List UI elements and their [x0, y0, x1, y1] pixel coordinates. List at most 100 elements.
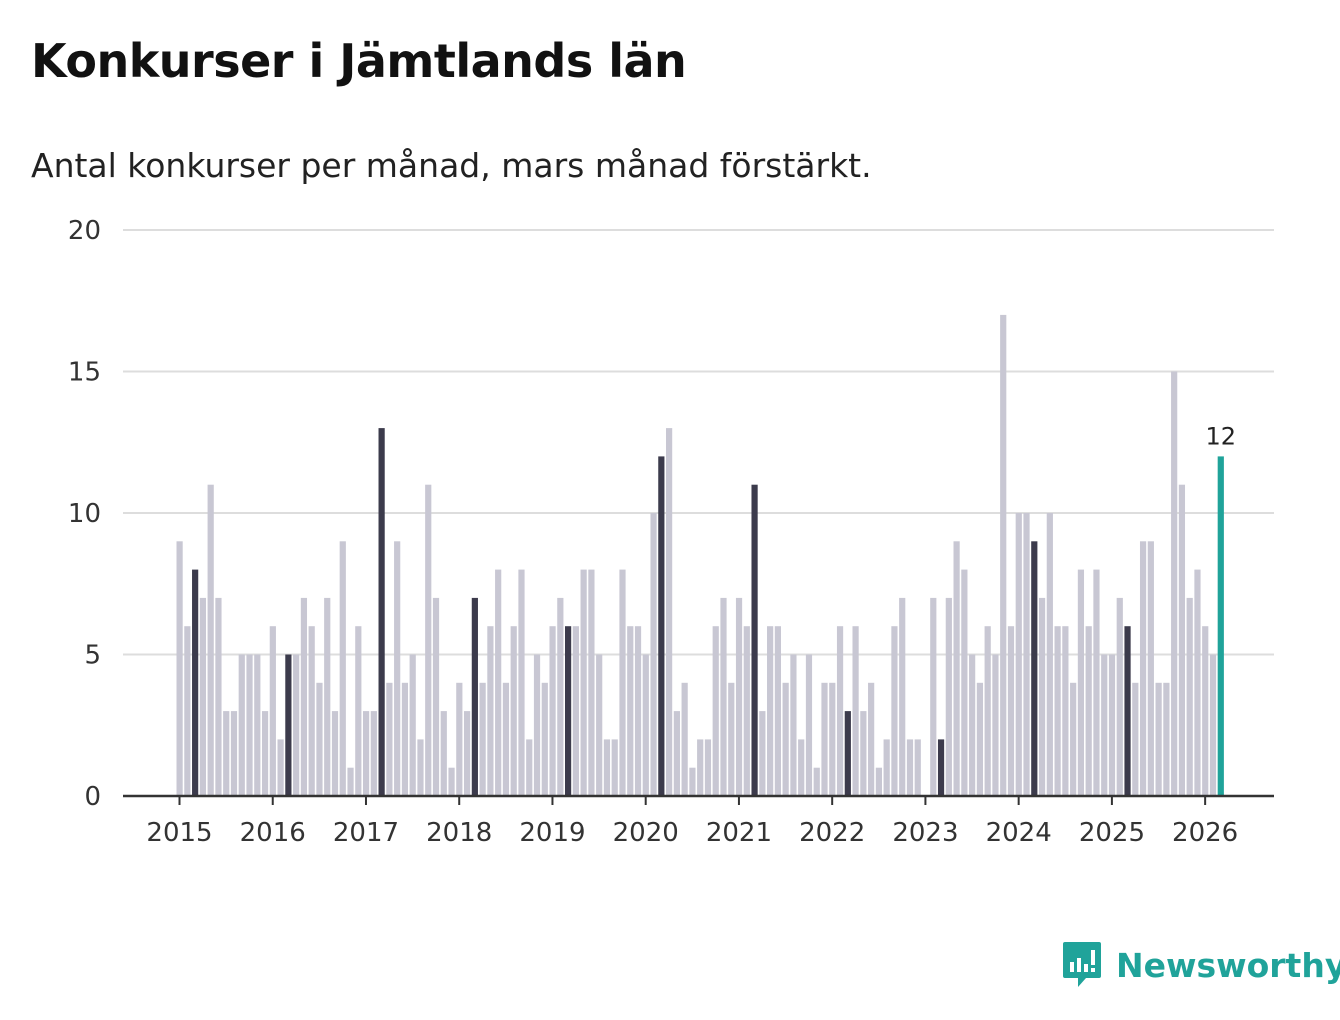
x-tick-label: 2018: [426, 818, 492, 848]
bar: [1000, 314, 1007, 796]
bar: [704, 739, 712, 796]
latest-value-label: 12: [1206, 422, 1237, 450]
x-tick-label: 2025: [1079, 818, 1145, 848]
bar: [347, 767, 354, 796]
bar: [1147, 541, 1154, 796]
x-tick-label: 2021: [706, 818, 772, 848]
bar: [526, 739, 533, 796]
bar: [1015, 513, 1022, 796]
bar: [1194, 569, 1201, 796]
bar: [230, 711, 238, 796]
bar: [1132, 682, 1139, 796]
bar: [246, 654, 253, 796]
bar: [1178, 484, 1186, 796]
bar: [432, 597, 440, 796]
brand-name: Newsworthy: [1116, 945, 1340, 985]
bar: [1038, 597, 1046, 796]
bar: [860, 711, 867, 796]
bar: [681, 682, 688, 796]
bar: [355, 626, 362, 796]
bar: [285, 654, 292, 796]
newsworthy-logo-icon: [1063, 942, 1101, 987]
bar: [316, 682, 323, 796]
bar: [324, 597, 331, 796]
bar: [394, 541, 401, 796]
x-tick-label: 2024: [986, 818, 1052, 848]
bar: [1124, 626, 1131, 796]
bar: [409, 654, 416, 796]
bar: [720, 597, 727, 796]
bar: [1007, 626, 1015, 796]
bar: [254, 654, 261, 796]
bar: [969, 654, 976, 796]
bar: [479, 682, 486, 796]
newsworthy-logo[interactable]: Newsworthy: [1062, 940, 1340, 990]
bar: [401, 682, 409, 796]
bar: [937, 739, 945, 796]
bar: [269, 626, 276, 796]
bar: [782, 682, 789, 796]
data-labels: 12: [1206, 422, 1237, 450]
bar: [293, 654, 300, 796]
bar: [370, 711, 377, 796]
bar: [945, 597, 952, 796]
bar: [502, 682, 510, 796]
bar: [883, 739, 890, 796]
bar: [1085, 626, 1092, 796]
bar: [456, 682, 463, 796]
bar: [852, 626, 859, 796]
bar: [510, 626, 517, 796]
x-tick-label: 2023: [892, 818, 958, 848]
bar: [627, 626, 634, 796]
x-tick-label: 2026: [1172, 818, 1238, 848]
bar: [331, 711, 339, 796]
bar: [992, 654, 999, 796]
bar: [899, 597, 906, 796]
bar: [1101, 654, 1108, 796]
y-tick-label: 10: [68, 499, 101, 529]
bar: [199, 597, 207, 796]
bar: [650, 513, 657, 796]
bar: [176, 541, 183, 796]
bar: [619, 569, 626, 796]
bar: [743, 626, 750, 796]
bar: [813, 767, 820, 796]
bar: [378, 428, 385, 796]
bar: [712, 626, 719, 796]
x-tick-label: 2022: [799, 818, 865, 848]
bar: [448, 767, 455, 796]
bar: [596, 654, 603, 796]
bar: [728, 682, 735, 796]
bar: [798, 739, 805, 796]
bar: [471, 597, 478, 796]
bar: [533, 654, 541, 796]
bar: [1209, 654, 1217, 796]
bar: [463, 711, 471, 796]
bar: [223, 711, 230, 796]
y-tick-label: 15: [68, 358, 101, 388]
bar: [658, 456, 665, 796]
bar: [300, 597, 308, 796]
bar: [1155, 682, 1162, 796]
bar: [440, 711, 447, 796]
bar: [184, 626, 191, 796]
chart-subtitle: Antal konkurser per månad, mars månad fö…: [31, 146, 872, 185]
bar: [1186, 597, 1193, 796]
bar: [261, 711, 269, 796]
bar: [1031, 541, 1038, 796]
bar: [215, 597, 222, 796]
x-tick-label: 2020: [613, 818, 679, 848]
x-axis-ticks: 2015 2016 2017 2018 2019 2020 2021 2022 2023 2024…: [146, 796, 1238, 848]
bar: [868, 682, 875, 796]
bar: [495, 569, 502, 796]
bar: [1108, 654, 1116, 796]
bar: [821, 682, 828, 796]
y-tick-label: 5: [84, 641, 101, 671]
bar: [192, 569, 199, 796]
bar: [689, 767, 696, 796]
bar: [976, 682, 984, 796]
bar: [386, 682, 393, 796]
bar: [914, 739, 921, 796]
bar: [1077, 569, 1085, 796]
bar: [565, 626, 572, 796]
